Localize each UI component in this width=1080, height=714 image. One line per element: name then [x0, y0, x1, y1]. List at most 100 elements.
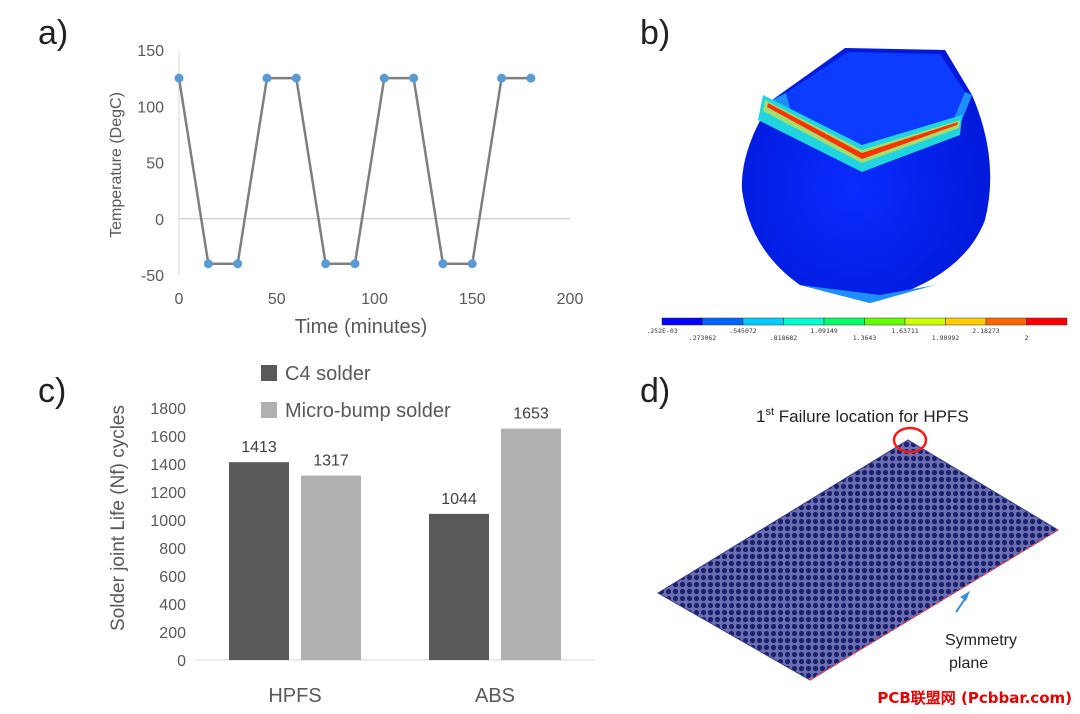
- symmetry-plane-edge: [809, 529, 1059, 681]
- panel-letter-c: c): [38, 372, 67, 410]
- colorbar-label-bottom: 1.3643: [853, 334, 877, 342]
- stress-colorbar: .252E-03 .545072 1.09149 1.63711 2.18273 .273…: [646, 317, 1068, 342]
- colorbar-swatch: [742, 317, 784, 326]
- chart-c-data-label: 1044: [441, 491, 477, 508]
- chart-a-data-point: [350, 259, 360, 269]
- colorbar-swatch: [783, 317, 825, 326]
- chart-c-legend-label: C4 solder: [285, 363, 371, 385]
- chart-a-data-point: [321, 259, 331, 269]
- chart-a-ylabel: Temperature (DegC): [108, 92, 125, 238]
- panel-letter-a: a): [38, 14, 69, 52]
- solder-joint-life-chart: 0 200 400 600 800 1000 1200 1400 1600 1800 1413 10…: [108, 363, 595, 707]
- watermark: PCB联盟网 (Pcbbar.com): [877, 689, 1072, 707]
- temperature-cycle-chart: -50 0 50 100 150 0 50 100 150 200 Time (minutes)…: [108, 43, 583, 338]
- chart-c-ytick-label: 200: [159, 625, 186, 642]
- chart-c-ytick-label: 400: [159, 597, 186, 614]
- chart-a-xtick-label: 50: [268, 291, 286, 308]
- chart-c-bar: [229, 462, 289, 660]
- chart-c-data-label: 1413: [241, 439, 277, 456]
- colorbar-label-top: 2.18273: [972, 327, 999, 335]
- colorbar-swatch: [661, 317, 703, 326]
- chart-a-xtick-label: 100: [361, 291, 388, 308]
- colorbar-swatch: [985, 317, 1027, 326]
- colorbar-label-bottom: .273062: [689, 334, 716, 342]
- chart-a-data-point: [291, 73, 301, 83]
- colorbar-labels: .252E-03 .545072 1.09149 1.63711 2.18273 .273…: [646, 327, 1028, 342]
- chart-a-ytick-label: 100: [137, 99, 164, 116]
- failure-location-title: 1st Failure location for HPFS: [756, 406, 969, 426]
- symmetry-arrow-head: [960, 591, 970, 601]
- symmetry-label-line1: Symmetry: [945, 632, 1017, 649]
- chart-a-data-point: [467, 259, 477, 269]
- chart-a-ytick-label: 50: [146, 156, 164, 173]
- chart-a-ytick-label: 0: [155, 212, 164, 229]
- colorbar-label-top: 1.63711: [891, 327, 918, 335]
- chart-a-xtick-label: 0: [175, 291, 184, 308]
- chart-a-data-point: [409, 73, 419, 83]
- chart-c-bars: 1413 1044 1317 1653: [229, 406, 561, 660]
- chart-c-ytick-label: 1000: [150, 513, 186, 530]
- chart-a-data-point: [203, 259, 213, 269]
- hpfs-mesh-diagram: 1st Failure location for HPFS Symmetry p…: [657, 406, 1059, 681]
- chart-c-legend-swatch: [261, 402, 277, 418]
- chart-a-xlabel: Time (minutes): [295, 316, 428, 338]
- chart-c-ytick-label: 800: [159, 541, 186, 558]
- chart-c-legend-label: Micro-bump solder: [285, 400, 451, 422]
- panel-letter-b: b): [640, 14, 671, 52]
- colorbar-label-top: .252E-03: [646, 327, 677, 335]
- chart-a-data-point: [497, 73, 507, 83]
- chart-a-xtick-label: 200: [557, 291, 584, 308]
- chart-c-category-label: HPFS: [268, 685, 321, 707]
- chart-c-legend: C4 solder Micro-bump solder: [261, 363, 451, 422]
- chart-a-xtick-label: 150: [459, 291, 486, 308]
- stress-band-outer: [758, 95, 962, 172]
- colorbar-label-bottom: 1.90992: [932, 334, 959, 342]
- chart-a-ytick-label: 150: [137, 43, 164, 60]
- chart-c-data-label: 1653: [513, 406, 549, 423]
- chart-a-data-point: [379, 73, 389, 83]
- colorbar-label-top: .545072: [729, 327, 756, 335]
- chart-a-data-point: [438, 259, 448, 269]
- symmetry-label-line2: plane: [949, 655, 988, 672]
- colorbar-swatch: [1026, 317, 1068, 326]
- failure-location-circle: [892, 426, 928, 454]
- chart-a-data-point: [526, 73, 536, 83]
- chart-c-ytick-label: 0: [177, 653, 186, 670]
- solder-ball-cap: [786, 52, 965, 152]
- chart-c-ytick-label: 600: [159, 569, 186, 586]
- chart-a-data-point: [233, 259, 243, 269]
- colorbar-swatch: [864, 317, 906, 326]
- chart-c-y-ticks: 0 200 400 600 800 1000 1200 1400 1600 1800: [150, 401, 186, 670]
- chart-c-categories: HPFS ABS: [268, 685, 515, 707]
- chart-a-series-line: [177, 76, 531, 265]
- colorbar-label-top: 1.09149: [810, 327, 837, 335]
- chart-c-data-label: 1317: [313, 453, 349, 470]
- chart-c-ylabel: Solder joint Life (Nf) cycles: [108, 405, 129, 631]
- chart-c-bar: [429, 513, 489, 660]
- chart-a-data-point: [262, 73, 272, 83]
- chart-c-ytick-label: 1200: [150, 485, 186, 502]
- panel-letter-d: d): [640, 372, 671, 410]
- chart-a-ytick-label: -50: [141, 268, 164, 285]
- chart-c-bar: [301, 475, 361, 660]
- solder-ball-bottom-rim: [800, 285, 935, 303]
- chart-a-y-ticks: -50 0 50 100 150: [137, 43, 164, 285]
- chart-c-category-label: ABS: [475, 685, 515, 707]
- solder-ball-stress-render: [741, 48, 991, 303]
- colorbar-label-bottom: .818682: [770, 334, 797, 342]
- chart-a-markers: [174, 73, 536, 269]
- colorbar-swatch: [904, 317, 946, 326]
- chart-c-bar: [501, 428, 561, 660]
- colorbar-swatch: [702, 317, 744, 326]
- colorbar-swatch: [823, 317, 865, 326]
- colorbar-swatch: [945, 317, 987, 326]
- chart-a-data-point: [174, 73, 184, 83]
- stress-band-mid: [763, 100, 960, 163]
- colorbar-label-bottom: 2: [1025, 334, 1029, 342]
- chart-c-ytick-label: 1400: [150, 457, 186, 474]
- colorbar-swatches: [661, 317, 1068, 326]
- chart-c-ytick-label: 1600: [150, 429, 186, 446]
- chart-a-x-ticks: 0 50 100 150 200: [175, 291, 584, 308]
- chart-c-legend-swatch: [261, 365, 277, 381]
